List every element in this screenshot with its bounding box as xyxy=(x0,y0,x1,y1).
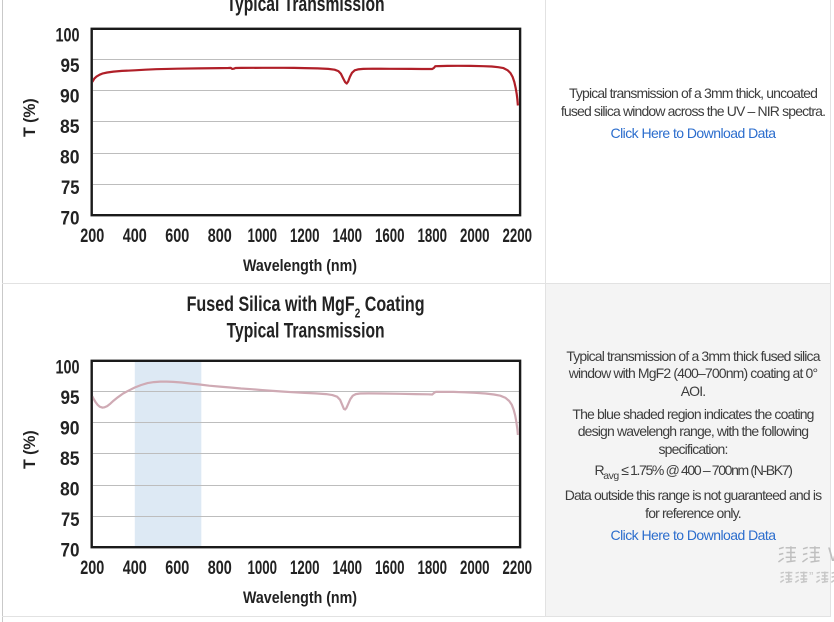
svg-text:85: 85 xyxy=(60,449,80,470)
svg-text:90: 90 xyxy=(60,419,80,440)
svg-text:T (%): T (%) xyxy=(20,98,39,137)
svg-text:600: 600 xyxy=(165,558,189,579)
svg-text:80: 80 xyxy=(60,148,80,169)
svg-text:400: 400 xyxy=(123,558,147,579)
svg-text:2000: 2000 xyxy=(460,558,490,579)
svg-text:Typical Transmission: Typical Transmission xyxy=(227,0,385,16)
svg-text:100: 100 xyxy=(56,358,80,379)
svg-text:”: ” xyxy=(809,569,813,584)
svg-text:W: W xyxy=(828,545,834,566)
svg-text:2200: 2200 xyxy=(503,558,533,579)
svg-text:2200: 2200 xyxy=(503,226,533,247)
svg-text:70: 70 xyxy=(61,540,80,561)
svg-text:1000: 1000 xyxy=(248,226,278,247)
svg-text:75: 75 xyxy=(61,178,80,199)
svg-text:95: 95 xyxy=(61,56,80,77)
svg-text:90: 90 xyxy=(60,87,80,108)
svg-text:T (%): T (%) xyxy=(20,430,39,469)
svg-text:Wavelength (nm): Wavelength (nm) xyxy=(243,256,357,275)
svg-text:1400: 1400 xyxy=(333,558,363,579)
svg-text:80: 80 xyxy=(60,480,80,501)
svg-text:2000: 2000 xyxy=(460,226,490,247)
svg-text:1800: 1800 xyxy=(418,226,448,247)
svg-text:100: 100 xyxy=(56,26,80,47)
svg-text:400: 400 xyxy=(123,226,147,247)
svg-text:Fused Silica with MgF2 Coating: Fused Silica with MgF2 Coating xyxy=(187,293,425,321)
svg-text:Wavelength (nm): Wavelength (nm) xyxy=(243,588,357,607)
svg-text:200: 200 xyxy=(80,226,104,247)
svg-text:1600: 1600 xyxy=(375,226,405,247)
svg-text:1000: 1000 xyxy=(248,558,278,579)
svg-text:1400: 1400 xyxy=(333,226,363,247)
svg-text:1200: 1200 xyxy=(290,558,320,579)
svg-text:85: 85 xyxy=(60,117,80,138)
svg-text:Typical Transmission: Typical Transmission xyxy=(227,320,385,343)
svg-text:95: 95 xyxy=(61,388,80,409)
svg-text:1800: 1800 xyxy=(418,558,448,579)
svg-text:75: 75 xyxy=(61,510,80,531)
svg-text:800: 800 xyxy=(208,558,232,579)
svg-text:70: 70 xyxy=(61,208,80,229)
svg-text:1200: 1200 xyxy=(290,226,320,247)
svg-text:800: 800 xyxy=(208,226,232,247)
svg-text:1600: 1600 xyxy=(375,558,405,579)
svg-text:200: 200 xyxy=(80,558,104,579)
svg-text:600: 600 xyxy=(165,226,189,247)
